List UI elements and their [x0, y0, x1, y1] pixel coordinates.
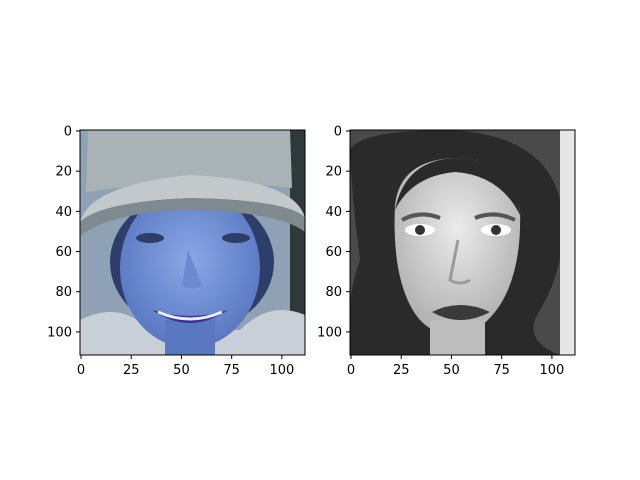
panel-left-axes: 0 25 50 75 100 0 20 40 60 80 100 [47, 125, 294, 378]
axes: 0 25 50 75 100 0 20 40 60 80 100 0 25 50 75 100 0 20 40 60 8… [47, 125, 564, 378]
y-tick-label: 40 [325, 205, 342, 220]
x-tick-label: 50 [443, 363, 460, 378]
x-tick-label: 100 [269, 363, 294, 378]
x-tick-label: 0 [77, 363, 85, 378]
y-tick-label: 80 [325, 285, 342, 300]
x-tick-label: 100 [539, 363, 564, 378]
image-right [350, 130, 575, 355]
y-tick-label: 0 [64, 125, 72, 140]
x-tick-label: 75 [223, 363, 240, 378]
y-tick-label: 100 [317, 325, 342, 340]
y-tick-label: 40 [55, 205, 72, 220]
frame-right [349, 129, 576, 356]
frame-left [79, 129, 306, 356]
x-tick-label: 75 [493, 363, 510, 378]
x-tick-label: 25 [393, 363, 410, 378]
panel-right-axes: 0 25 50 75 100 0 20 40 60 80 100 [317, 125, 564, 378]
y-tick-label: 60 [55, 245, 72, 260]
image-left [80, 130, 305, 355]
x-tick-label: 50 [173, 363, 190, 378]
y-tick-label: 20 [325, 165, 342, 180]
y-tick-label: 100 [47, 325, 72, 340]
x-tick-label: 0 [347, 363, 355, 378]
y-tick-label: 80 [55, 285, 72, 300]
y-tick-label: 20 [55, 165, 72, 180]
x-tick-label: 25 [123, 363, 140, 378]
y-tick-label: 0 [334, 125, 342, 140]
y-tick-label: 60 [325, 245, 342, 260]
